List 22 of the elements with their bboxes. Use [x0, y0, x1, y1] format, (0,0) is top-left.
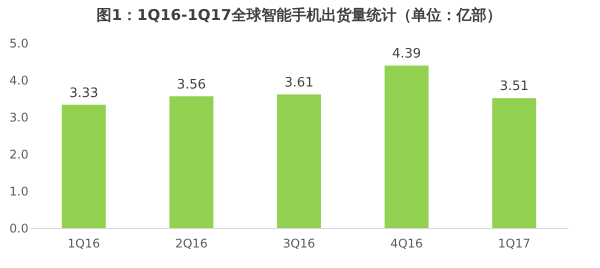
bar: [62, 104, 106, 228]
data-label: 3.51: [500, 79, 529, 94]
y-tick-label: 4.0: [9, 74, 28, 88]
data-label: 3.33: [69, 86, 98, 101]
x-tick-label: 2Q16: [175, 236, 208, 250]
data-label: 4.39: [392, 46, 422, 62]
y-tick-label: 1.0: [9, 184, 28, 198]
bar: [492, 98, 536, 228]
x-tick-label: 1Q16: [68, 236, 100, 250]
chart-title: 图1：1Q16-1Q17全球智能手机出货量统计（单位：亿部）: [96, 6, 502, 24]
y-tick-label: 0.0: [9, 222, 28, 236]
x-tick-label: 4Q16: [390, 236, 423, 250]
x-tick-label: 1Q17: [498, 236, 530, 250]
bar: [169, 96, 214, 228]
bar: [277, 94, 321, 228]
bar: [384, 66, 429, 228]
y-tick-label: 5.0: [9, 36, 28, 50]
y-tick-label: 3.0: [9, 110, 28, 124]
data-label: 3.56: [176, 77, 206, 92]
x-tick-label: 3Q16: [282, 236, 316, 250]
data-label: 3.61: [284, 75, 314, 90]
y-tick-label: 2.0: [9, 148, 28, 162]
